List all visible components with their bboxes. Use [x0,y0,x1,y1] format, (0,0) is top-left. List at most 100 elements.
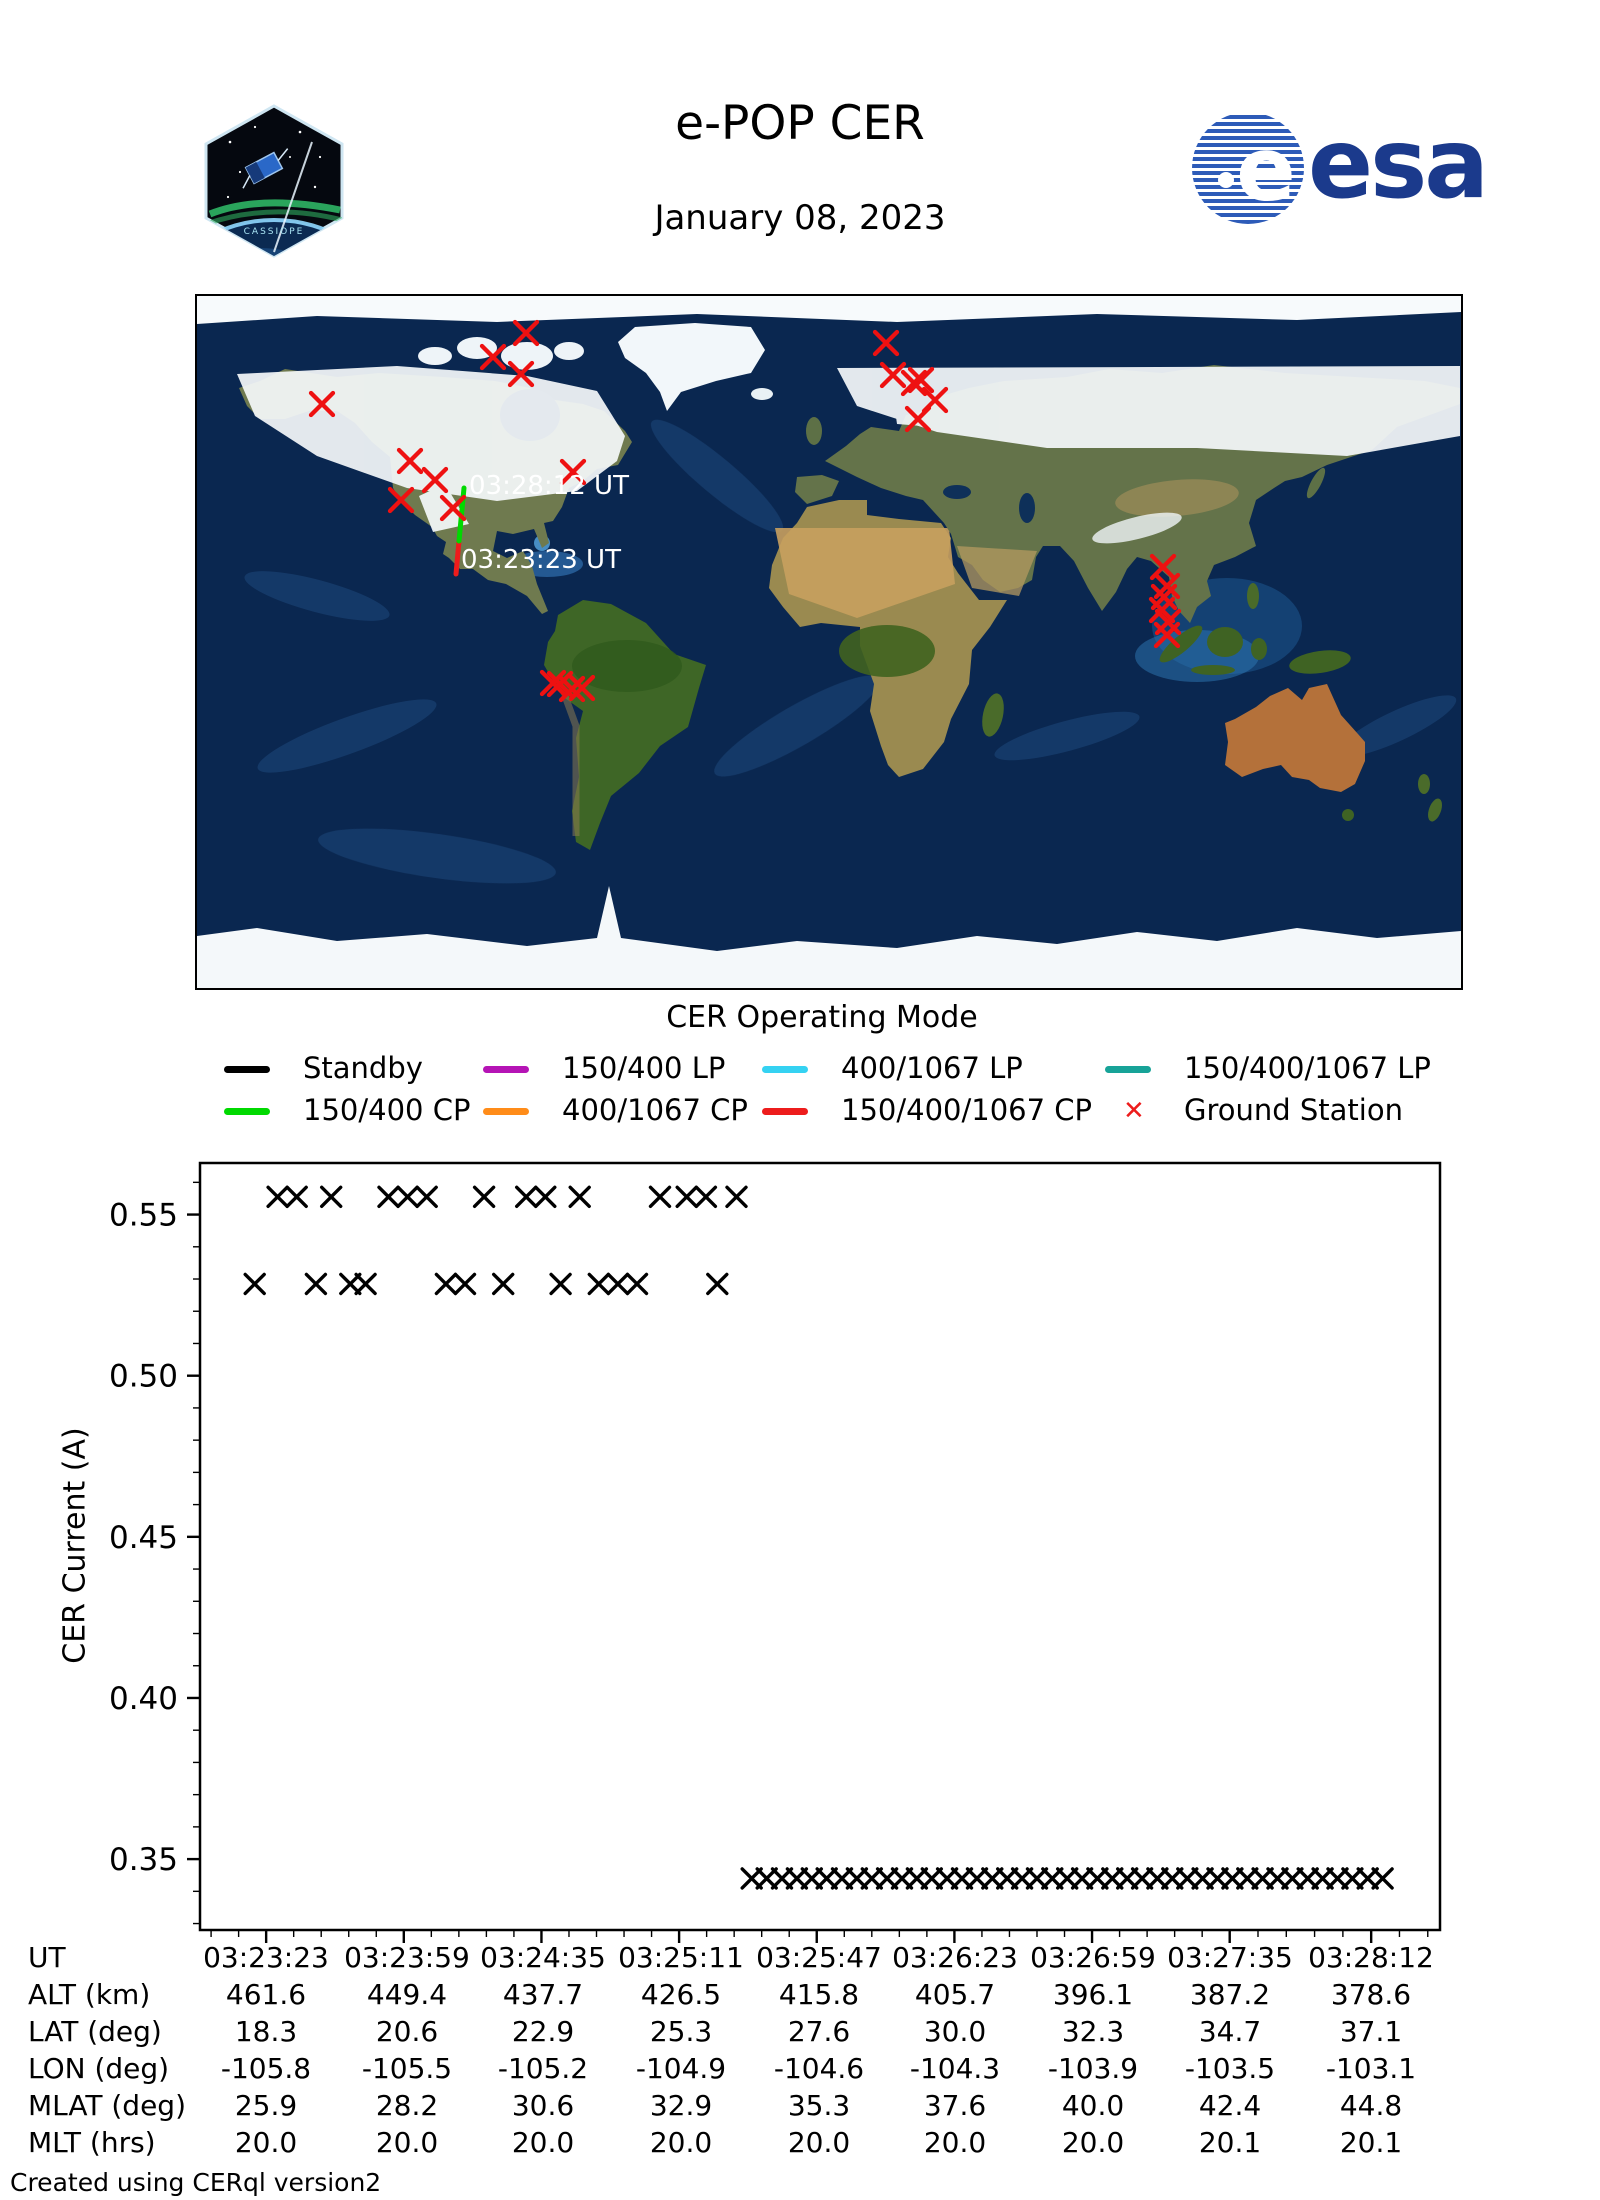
page-title: e-POP CER [675,96,925,151]
ground-station-marker [1148,596,1176,624]
legend-swatch-standby [224,1066,270,1073]
data-point-x-marker [1236,1867,1259,1890]
table-cell: 20.0 [375,2126,439,2159]
data-point-x-marker [648,1185,672,1209]
table-cell: -103.1 [1325,2052,1417,2085]
table-cell: 37.6 [923,2089,987,2122]
table-cell: 405.7 [914,1978,996,2011]
table-cell: 03:23:59 [344,1941,470,1974]
data-point-x-marker [549,1272,572,1296]
esa-logo-globe-icon: e [1192,112,1304,224]
table-cell: 18.3 [234,2015,298,2048]
table-row-label: MLT (hrs) [28,2126,156,2159]
data-point-x-marker [472,1185,496,1209]
data-point-x-marker [1191,1867,1214,1890]
data-point-x-marker [1070,1867,1094,1890]
data-point-x-marker [304,1272,328,1296]
legend-label: 150/400/1067 CP [841,1093,1093,1127]
table-cell: 42.4 [1198,2089,1262,2122]
data-point-x-marker [694,1185,718,1209]
data-point-x-marker [800,1867,823,1890]
legend-swatch-400-1067-lp [762,1066,808,1073]
ground-station-marker [559,458,587,486]
ground-station-marker [387,486,415,514]
patch-label: CASSIOPE [244,227,305,237]
table-cell: 03:25:11 [618,1941,744,1974]
ground-station-marker [479,343,507,371]
legend-label: Ground Station [1184,1093,1403,1127]
ground-station-marker [512,319,540,347]
table-cell: -105.5 [361,2052,453,2085]
satellite-icon [242,148,289,189]
data-point-x-marker [534,1185,557,1209]
data-point-x-marker [815,1867,838,1890]
svg-text:e: e [1236,118,1296,221]
data-point-x-marker [905,1867,929,1890]
data-point-x-marker [920,1867,943,1890]
table-cell: 396.1 [1052,1978,1134,2011]
page-date: January 08, 2023 [654,198,946,238]
table-cell: 27.6 [787,2015,851,2048]
data-point-x-marker [587,1272,610,1296]
chart-frame [198,1161,1442,1932]
table-row-label: LON (deg) [28,2052,170,2085]
ground-station-marker [879,361,907,389]
world-map-panel: 03:28:12 UT 03:23:23 UT [195,294,1463,990]
table-cell: 437.7 [502,1978,584,2011]
data-point-x-marker [770,1867,794,1890]
table-cell: 20.0 [1061,2126,1125,2159]
legend-label: Standby [303,1051,423,1085]
legend-label: 150/400 CP [303,1093,471,1127]
ground-station-marker [900,369,928,397]
data-point-x-marker [675,1185,698,1209]
data-point-x-marker [860,1867,883,1890]
table-cell: -104.9 [635,2052,727,2085]
world-map-image: 03:28:12 UT 03:23:23 UT [197,296,1461,988]
table-cell: 30.0 [923,2015,987,2048]
map-time-label: 03:28:12 UT [469,471,629,501]
legend-label: 400/1067 LP [841,1051,1023,1085]
table-cell: -105.8 [220,2052,312,2085]
y-tick-label: 0.45 [109,1520,178,1556]
y-tick-label: 0.40 [109,1681,178,1717]
ground-station-marker [904,405,932,433]
data-point-x-marker [890,1867,914,1890]
table-cell: 28.2 [375,2089,439,2122]
data-point-x-marker [950,1867,974,1890]
data-point-x-marker [1296,1867,1319,1890]
data-point-x-marker [1041,1867,1064,1890]
table-cell: 449.4 [366,1978,448,2011]
table-cell: 426.5 [640,1978,722,2011]
data-point-x-marker [1161,1867,1184,1890]
table-cell: 44.8 [1339,2089,1403,2122]
data-point-x-marker [875,1867,899,1890]
table-cell: 20.0 [787,2126,851,2159]
table-cell: 20.0 [923,2126,987,2159]
data-point-x-marker [725,1185,748,1209]
table-cell: 34.7 [1198,2015,1262,2048]
table-cell: 25.3 [649,2015,713,2048]
data-point-x-marker [1055,1867,1079,1890]
data-point-x-marker [339,1272,362,1296]
chart-axes [187,1181,1429,1943]
data-point-x-marker [1010,1867,1034,1890]
data-point-x-marker [740,1867,763,1890]
table-cell: 461.6 [225,1978,307,2011]
legend-swatch-150-400-1067-cp [762,1108,808,1115]
table-cell: 03:23:23 [203,1941,329,1974]
legend-title: CER Operating Mode [666,1000,978,1035]
data-point-x-marker [965,1867,989,1890]
table-row-label: LAT (deg) [28,2015,162,2048]
table-cell: -104.3 [909,2052,1001,2085]
table-row-label: UT [28,1941,66,1974]
data-point-x-marker [1281,1867,1304,1890]
table-cell: 03:25:47 [756,1941,882,1974]
table-cell: -105.2 [497,2052,589,2085]
table-cell: 37.1 [1339,2015,1403,2048]
data-point-x-marker [243,1272,266,1296]
data-point-x-marker [515,1185,538,1209]
data-point-x-marker [320,1185,343,1209]
ground-station-marker [308,390,336,418]
data-point-x-marker [755,1867,778,1890]
table-cell: 03:27:35 [1167,1941,1293,1974]
